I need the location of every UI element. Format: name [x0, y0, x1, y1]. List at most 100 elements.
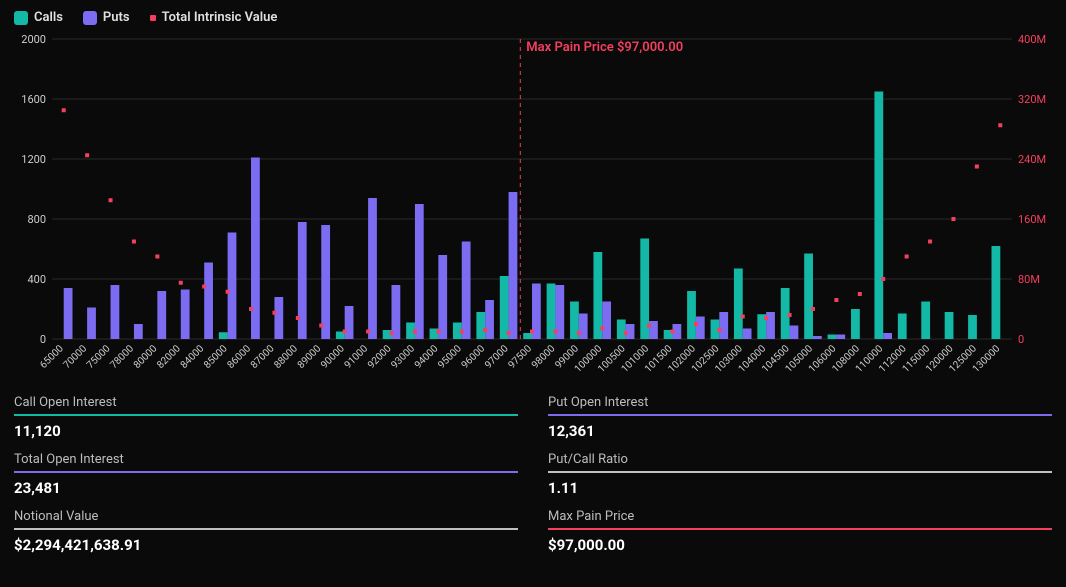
tiv-marker [811, 307, 815, 311]
tiv-marker [413, 330, 417, 334]
legend-label-calls: Calls [34, 10, 63, 25]
legend-item-calls: Calls [14, 10, 63, 25]
tiv-marker [670, 330, 674, 334]
stat-label: Put/Call Ratio [548, 452, 1052, 471]
legend-swatch-puts [83, 11, 97, 25]
stat-label: Notional Value [14, 509, 518, 528]
bar-puts [345, 306, 354, 339]
bar-puts [111, 285, 120, 339]
stat-divider [14, 528, 518, 530]
tiv-marker [436, 330, 440, 334]
tiv-marker [249, 307, 253, 311]
svg-text:400M: 400M [1018, 33, 1046, 46]
x-axis-label: 96000 [460, 343, 488, 371]
stat-divider [548, 528, 1052, 530]
tiv-marker [624, 331, 628, 335]
legend-item-tiv: Total Intrinsic Value [150, 10, 278, 25]
tiv-marker [343, 330, 347, 334]
tiv-marker [905, 255, 909, 259]
tiv-marker [951, 217, 955, 221]
bar-puts [204, 263, 213, 340]
tiv-marker [530, 330, 534, 334]
stat-value: 12,361 [548, 422, 1052, 440]
svg-text:80M: 80M [1018, 273, 1040, 286]
legend-swatch-calls [14, 11, 28, 25]
tiv-marker [694, 322, 698, 326]
tiv-marker [319, 324, 323, 328]
tiv-marker [155, 255, 159, 259]
tiv-marker [296, 316, 300, 320]
x-axis-label: 80000 [132, 343, 160, 371]
x-axis-label: 65000 [38, 343, 66, 371]
stat-value: 23,481 [14, 479, 518, 497]
tiv-marker [764, 316, 768, 320]
bar-calls [828, 335, 837, 340]
bar-puts [392, 285, 401, 339]
x-axis-label: 70000 [62, 343, 90, 371]
bar-calls [523, 333, 532, 339]
bar-puts [579, 314, 588, 340]
tiv-marker [272, 311, 276, 315]
stat-value: 11,120 [14, 422, 518, 440]
x-axis-label: 92000 [366, 343, 394, 371]
svg-text:240M: 240M [1018, 153, 1046, 166]
tiv-marker [975, 165, 979, 169]
tiv-marker [600, 327, 604, 331]
x-axis-label: 95000 [436, 343, 464, 371]
stat-put-oi: Put Open Interest 12,361 [548, 389, 1052, 440]
stat-value: $2,294,421,638.91 [14, 536, 518, 554]
stat-label: Total Open Interest [14, 452, 518, 471]
tiv-marker [132, 240, 136, 244]
bar-calls [617, 320, 626, 340]
bar-calls [476, 312, 485, 339]
x-axis-label: 84000 [179, 343, 207, 371]
bar-puts [836, 335, 845, 340]
stat-divider [14, 471, 518, 473]
bar-puts [509, 192, 518, 339]
bar-puts [64, 288, 73, 339]
stat-total-oi: Total Open Interest 23,481 [14, 446, 518, 497]
stat-value: $97,000.00 [548, 536, 1052, 554]
x-axis-label: 97000 [483, 343, 511, 371]
tiv-marker [998, 123, 1002, 127]
legend-label-tiv: Total Intrinsic Value [162, 10, 278, 25]
bar-puts [696, 317, 705, 340]
stat-call-oi: Call Open Interest 11,120 [14, 389, 518, 440]
bar-calls [804, 254, 813, 340]
svg-text:1200: 1200 [21, 153, 46, 166]
x-axis-label: 87000 [249, 343, 277, 371]
x-axis-label: 93000 [389, 343, 417, 371]
svg-text:1600: 1600 [21, 93, 46, 106]
tiv-marker [390, 331, 394, 335]
stat-label: Call Open Interest [14, 395, 518, 414]
chart-legend: Calls Puts Total Intrinsic Value [10, 8, 1056, 31]
tiv-marker [741, 315, 745, 319]
bar-puts [251, 158, 260, 340]
max-pain-label: Max Pain Price $97,000.00 [526, 40, 683, 55]
x-axis-label: 91000 [343, 343, 371, 371]
stat-notional: Notional Value $2,294,421,638.91 [14, 503, 518, 554]
svg-text:800: 800 [27, 213, 46, 226]
bar-puts [134, 324, 143, 339]
tiv-marker [858, 292, 862, 296]
stat-max-pain: Max Pain Price $97,000.00 [548, 503, 1052, 554]
tiv-marker [226, 290, 230, 294]
tiv-marker [507, 331, 511, 335]
svg-text:320M: 320M [1018, 93, 1046, 106]
svg-text:0: 0 [40, 333, 46, 346]
bar-calls [968, 315, 977, 339]
x-axis-label: 86000 [225, 343, 253, 371]
bar-puts [298, 222, 307, 339]
tiv-marker [460, 330, 464, 334]
open-interest-chart: 0040080M800160M1200240M1600320M2000400MM… [10, 31, 1056, 381]
bar-calls [921, 302, 930, 340]
bar-puts [368, 198, 377, 339]
bar-puts [883, 333, 892, 339]
bar-puts [274, 297, 283, 339]
tiv-marker [366, 330, 370, 334]
stat-label: Max Pain Price [548, 509, 1052, 528]
stat-label: Put Open Interest [548, 395, 1052, 414]
stats-grid: Call Open Interest 11,120 Put Open Inter… [10, 381, 1056, 554]
x-axis-label: 97500 [506, 343, 534, 371]
tiv-marker [647, 324, 651, 328]
